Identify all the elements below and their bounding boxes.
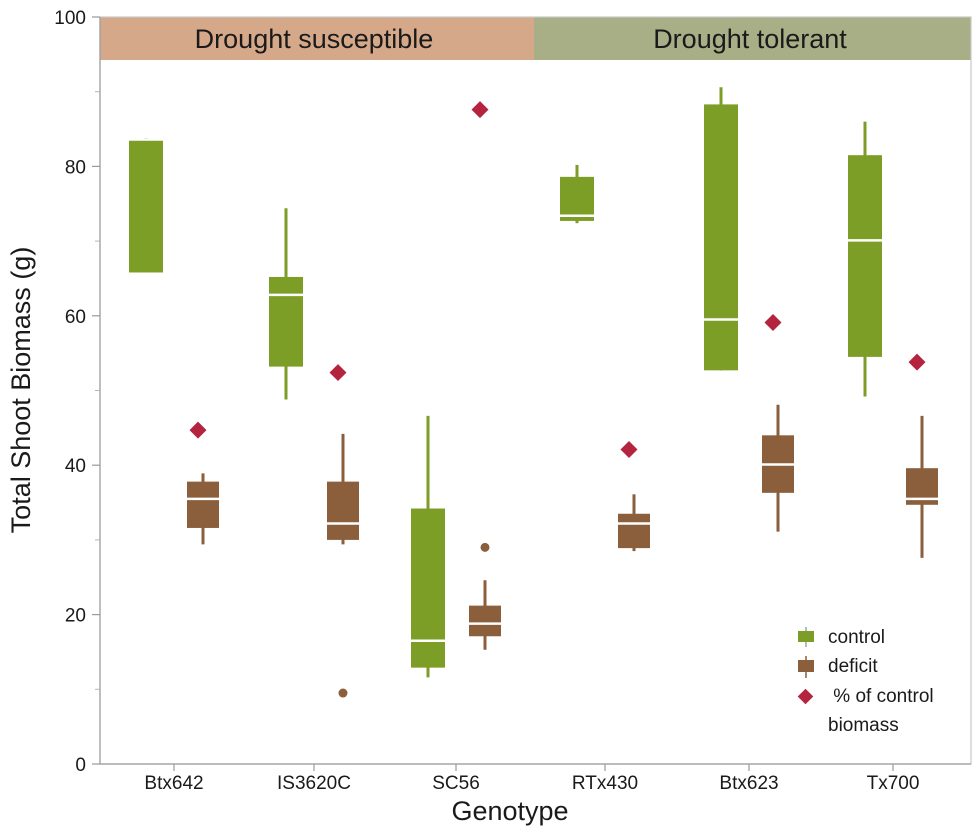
group-label-drought-susceptible: Drought susceptible [195,24,434,54]
box-deficit-Btx623 [762,404,794,532]
y-tick-label-20: 20 [65,606,86,627]
box-deficit-Btx642 [187,473,219,545]
x-tick-label-RTx430: RTx430 [572,773,638,794]
box-control-IS3620C [269,208,303,400]
box-body-control-Btx623 [704,104,738,371]
legend-label-control: control [828,627,885,648]
box-body-control-Tx700 [848,155,882,357]
box-body-control-IS3620C [269,276,303,367]
box-body-control-RTx430 [560,176,594,221]
box-control-Tx700 [848,121,882,397]
group-label-drought-tolerant: Drought tolerant [653,24,847,54]
x-tick-label-Btx642: Btx642 [144,773,203,794]
outlier-deficit-SC56-0 [480,542,490,552]
box-control-RTx430 [560,164,594,224]
legend-swatch-deficit [798,656,814,678]
box-series [129,87,938,698]
outlier-deficit-IS3620C-0 [338,688,348,698]
group-band-drought-tolerant [534,17,971,60]
box-body-deficit-RTx430 [618,513,650,549]
legend-label-deficit: deficit [828,656,878,677]
x-axis-title: Genotype [451,796,568,826]
y-axis: 0 20 40 60 80 100 [54,8,101,776]
box-control-Btx623 [704,87,738,371]
x-tick-label-IS3620C: IS3620C [277,773,351,794]
y-tick-label-60: 60 [65,307,86,328]
box-body-deficit-SC56 [469,605,501,637]
box-control-SC56 [411,415,445,678]
legend-label-percent-of-control: % of control [828,686,934,707]
box-body-deficit-IS3620C [327,481,359,540]
box-body-deficit-Btx642 [187,481,219,528]
diamond-Tx700 [908,353,926,371]
diamond-Btx642 [189,421,207,439]
box-deficit-IS3620C [327,433,359,698]
x-axis: Btx642 IS3620C SC56 RTx430 Btx623 Tx700 [100,763,971,794]
y-axis-title: Total Shoot Biomass (g) [6,247,36,534]
plot-frame [99,16,972,765]
box-deficit-RTx430 [618,494,650,552]
y-tick-label-80: 80 [65,157,86,178]
diamond-SC56 [471,101,489,119]
diamond-Btx623 [764,314,782,332]
y-tick-label-40: 40 [65,456,86,477]
box-body-control-SC56 [411,508,445,668]
box-body-control-Btx642 [129,139,163,273]
group-band-drought-susceptible [100,17,534,60]
legend-swatch-percent-of-control [797,688,814,705]
legend: control deficit % of control biomass [797,627,934,736]
x-tick-label-Tx700: Tx700 [867,773,920,794]
diamond-IS3620C [329,364,347,382]
box-deficit-Tx700 [906,415,938,558]
y-tick-label-0: 0 [75,755,86,776]
legend-swatch-control [798,627,814,647]
box-deficit-SC56 [469,542,501,650]
x-tick-label-Btx623: Btx623 [719,773,778,794]
percent-of-control-markers [189,101,926,458]
x-tick-label-SC56: SC56 [432,773,480,794]
y-tick-label-100: 100 [54,8,86,29]
diamond-RTx430 [620,441,638,458]
legend-label-biomass: biomass [828,715,899,736]
box-control-Btx642 [129,138,163,273]
